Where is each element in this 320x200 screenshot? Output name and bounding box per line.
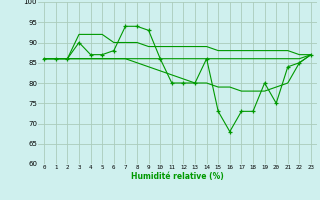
X-axis label: Humidité relative (%): Humidité relative (%) [131,172,224,181]
